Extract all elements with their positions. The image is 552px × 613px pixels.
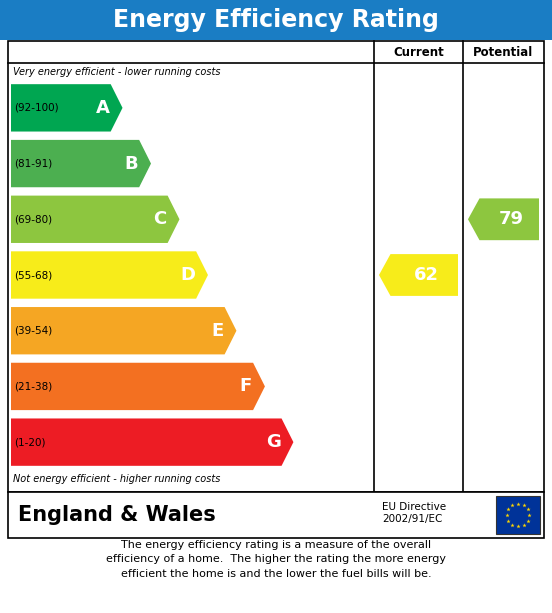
Text: F: F [240,378,252,395]
Text: G: G [266,433,280,451]
Bar [496,496,540,534]
Polygon shape [11,140,151,187]
Text: The energy efficiency rating is a measure of the overall
efficiency of a home.  : The energy efficiency rating is a measur… [106,540,446,579]
Polygon shape [11,84,123,132]
Bar [8,41,544,492]
Text: (69-80): (69-80) [14,215,52,224]
Text: Current: Current [393,45,444,58]
Text: Very energy efficient - lower running costs: Very energy efficient - lower running co… [13,67,220,77]
Polygon shape [11,196,179,243]
Text: EU Directive
2002/91/EC: EU Directive 2002/91/EC [382,502,446,524]
Text: D: D [180,266,195,284]
Text: B: B [125,154,138,173]
Text: A: A [96,99,110,117]
Text: Energy Efficiency Rating: Energy Efficiency Rating [113,8,439,32]
Text: (21-38): (21-38) [14,381,52,392]
Polygon shape [11,363,265,410]
Text: (1-20): (1-20) [14,437,45,447]
Polygon shape [11,419,294,466]
Text: (55-68): (55-68) [14,270,52,280]
Text: C: C [153,210,167,228]
Text: Potential: Potential [474,45,534,58]
Text: E: E [211,322,224,340]
Text: 62: 62 [414,266,439,284]
Polygon shape [11,307,236,354]
Polygon shape [379,254,458,296]
Text: Not energy efficient - higher running costs: Not energy efficient - higher running co… [13,474,220,484]
Bar [0,0,552,40]
Text: (39-54): (39-54) [14,326,52,336]
Text: (81-91): (81-91) [14,159,52,169]
Polygon shape [468,199,539,240]
Text: (92-100): (92-100) [14,103,59,113]
Bar [8,492,544,538]
Text: England & Wales: England & Wales [18,505,216,525]
Text: 79: 79 [499,210,524,228]
Polygon shape [11,251,208,299]
